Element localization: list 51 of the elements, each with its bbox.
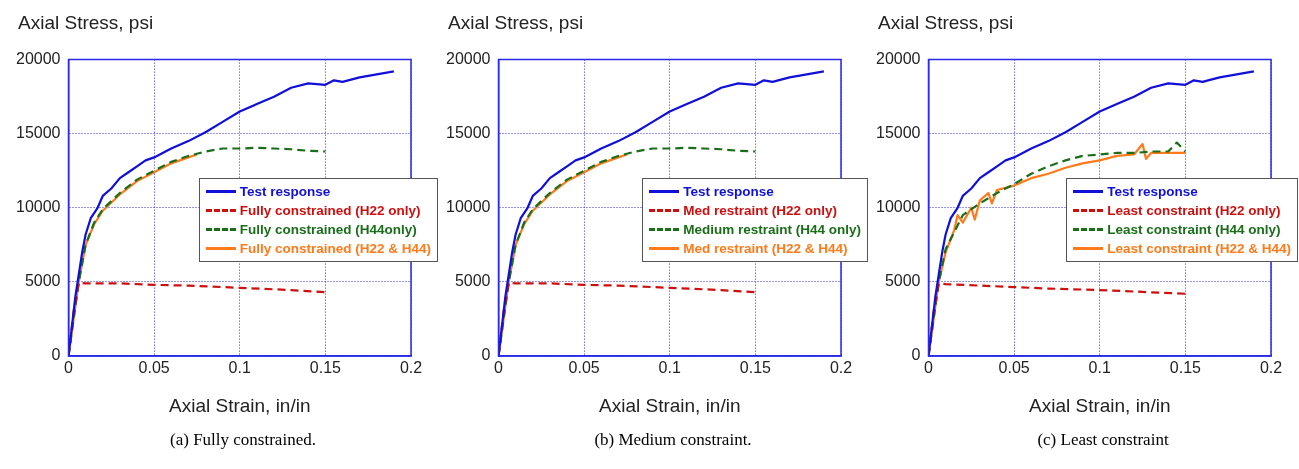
x-tick-label: 0.2 (399, 359, 423, 377)
y-axis-title: Axial Stress, psi (447, 11, 585, 35)
y-tick-label: 10000 (875, 198, 921, 216)
legend-label: Medium restraint (H44 only) (683, 221, 861, 239)
x-tick-label: 0.2 (1259, 359, 1283, 377)
x-tick-label: 0.15 (1169, 359, 1202, 377)
x-tick-label: 0.1 (228, 359, 251, 377)
text: (b) Medium constraint. (593, 430, 753, 450)
x-tick-label: 0 (924, 359, 934, 377)
legend-label: Med restraint (H22 & H44) (683, 240, 848, 258)
y-tick-label: 20000 (875, 50, 921, 68)
legend-label: Least constraint (H44 only) (1107, 221, 1281, 239)
y-tick-label: 5000 (454, 272, 491, 290)
x-axis-title: Axial Strain, in/in (1028, 394, 1171, 416)
y-tick-label: 15000 (15, 124, 61, 142)
y-tick-label: 15000 (875, 124, 921, 142)
x-tick-label: 0 (64, 359, 74, 377)
legend-label: Fully constrained (H22 only) (239, 202, 421, 220)
legend-label: Fully constrained (H22 & H44) (239, 240, 431, 258)
x-tick-label: 0.05 (138, 359, 170, 377)
x-axis-title: Axial Strain, in/in (598, 394, 741, 416)
legend-label: Fully constrained (H44only) (239, 221, 417, 239)
y-tick-label: 10000 (445, 198, 491, 216)
y-tick-label: 10000 (15, 198, 61, 216)
y-tick-label: 5000 (884, 272, 921, 290)
legend-label: Test response (683, 183, 774, 201)
y-tick-label: 15000 (445, 124, 491, 142)
legend-label: Least constraint (H22 only) (1107, 202, 1281, 220)
x-tick-label: 0.05 (998, 359, 1030, 377)
legend-label: Med restraint (H22 only) (683, 202, 837, 220)
x-tick-label: 0.1 (1088, 359, 1111, 377)
y-tick-label: 0 (51, 346, 61, 364)
y-tick-label: 20000 (15, 50, 61, 68)
x-tick-label: 0.15 (309, 359, 342, 377)
x-tick-label: 0.1 (658, 359, 681, 377)
x-tick-label: 0.15 (739, 359, 772, 377)
x-axis-title: Axial Strain, in/in (168, 394, 311, 416)
y-tick-label: 20000 (445, 50, 491, 68)
y-tick-label: 5000 (24, 272, 61, 290)
legend-label: Test response (239, 183, 331, 201)
y-tick-label: 0 (481, 346, 491, 364)
y-axis-title: Axial Stress, psi (17, 11, 155, 35)
x-tick-label: 0.05 (568, 359, 600, 377)
legend-label: Test response (1107, 183, 1198, 201)
y-tick-label: 0 (911, 346, 921, 364)
text: (c) Least constraint (1036, 430, 1170, 450)
x-tick-label: 0.2 (829, 359, 853, 377)
x-tick-label: 0 (494, 359, 504, 377)
y-axis-title: Axial Stress, psi (877, 11, 1015, 35)
legend-label: Least constraint (H22 & H44) (1107, 240, 1291, 258)
text: (a) Fully constrained. (169, 430, 317, 450)
